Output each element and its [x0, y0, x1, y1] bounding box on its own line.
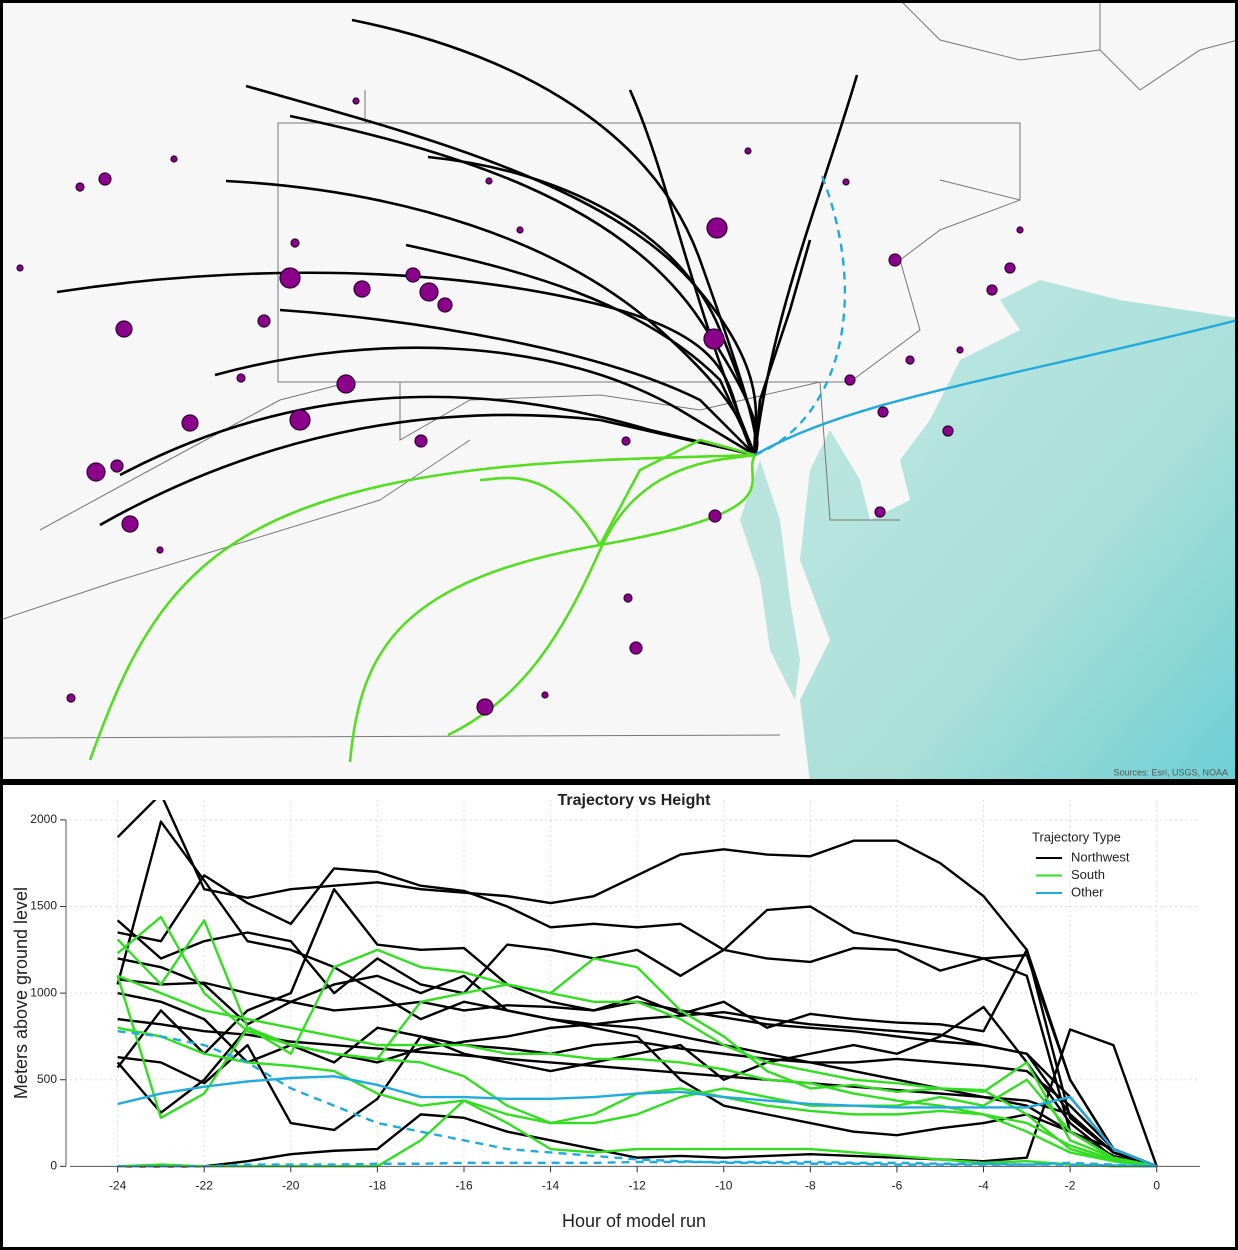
map: Sources: Esri, USGS, NOAA: [0, 0, 1238, 782]
legend-label: Northwest: [1071, 849, 1130, 864]
y-tick-label: 2000: [30, 812, 57, 826]
y-tick-label: 1000: [30, 985, 57, 999]
legend-title: Trajectory Type: [1032, 829, 1121, 844]
x-tick-label: -8: [805, 1179, 816, 1193]
y-tick-label: 500: [37, 1072, 57, 1086]
y-axis-label: Meters above ground level: [11, 887, 31, 1099]
chart-title: Trajectory vs Height: [558, 792, 712, 809]
y-tick-label: 1500: [30, 899, 57, 913]
x-tick-label: 0: [1153, 1179, 1160, 1193]
x-tick-label: -22: [196, 1179, 214, 1193]
page: {"map": {"attribution": "Sources: Esri, …: [0, 0, 1238, 1250]
x-tick-label: -24: [109, 1179, 127, 1193]
x-tick-label: -14: [542, 1179, 560, 1193]
x-tick-label: -12: [628, 1179, 646, 1193]
x-tick-label: -2: [1065, 1179, 1076, 1193]
attribution: Sources: Esri, USGS, NOAA: [1113, 767, 1228, 777]
x-tick-label: -6: [892, 1179, 903, 1193]
x-tick-label: -10: [715, 1179, 733, 1193]
x-tick-label: -20: [282, 1179, 300, 1193]
y-tick-label: 0: [50, 1159, 57, 1173]
chart: Trajectory vs Height Hour of model run M…: [0, 782, 1238, 1250]
x-tick-label: -4: [978, 1179, 989, 1193]
x-tick-label: -18: [369, 1179, 387, 1193]
x-tick-label: -16: [455, 1179, 473, 1193]
legend-label: South: [1071, 867, 1105, 882]
legend-label: Other: [1071, 884, 1104, 899]
x-axis-label: Hour of model run: [562, 1211, 706, 1231]
